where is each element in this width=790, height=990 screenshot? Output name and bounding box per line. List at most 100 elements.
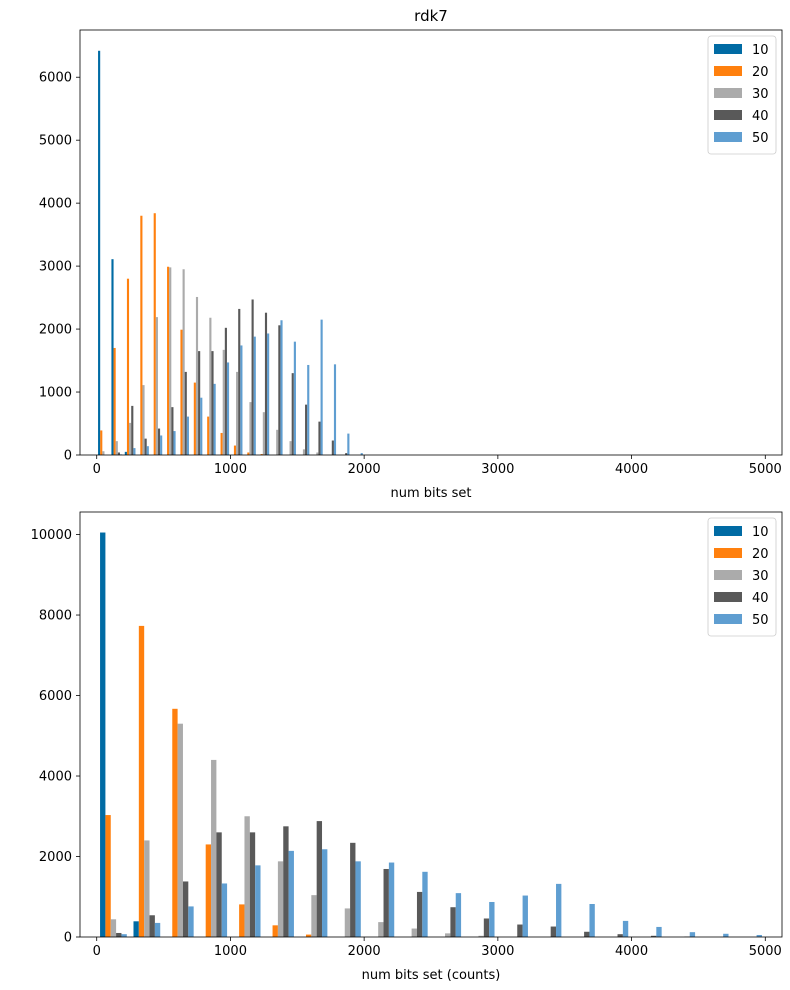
bar (411, 928, 417, 937)
bar (180, 329, 183, 455)
bar (200, 397, 203, 455)
bar (656, 926, 662, 937)
x-tick-label: 1000 (214, 462, 247, 477)
bar (144, 438, 147, 455)
bar (226, 362, 230, 455)
legend-label: 40 (752, 591, 769, 606)
bar (133, 448, 136, 455)
bar (126, 278, 130, 455)
bar (98, 50, 101, 456)
legend-label: 30 (752, 87, 769, 102)
bar (272, 925, 278, 937)
bar (249, 832, 256, 937)
bar (244, 816, 250, 937)
bar (316, 821, 323, 937)
bars (98, 50, 363, 456)
legend-swatch (714, 66, 742, 76)
bar (224, 327, 227, 455)
x-tick-label: 2000 (348, 944, 381, 959)
bar (277, 861, 284, 937)
bar (171, 407, 174, 455)
x-tick-label: 0 (93, 462, 101, 477)
bar (333, 364, 337, 455)
bar (255, 865, 261, 937)
bar (455, 893, 462, 937)
legend-swatch (714, 88, 742, 98)
bar (322, 849, 328, 937)
bar (239, 904, 245, 937)
bar (116, 932, 122, 937)
bar (167, 266, 170, 455)
bar (221, 883, 228, 937)
bar (129, 422, 132, 455)
bar (262, 412, 265, 455)
bar (489, 901, 495, 937)
bar (213, 383, 216, 455)
y-tick-label: 8000 (39, 609, 72, 624)
bar (236, 371, 239, 455)
x-tick-label: 2000 (348, 462, 381, 477)
bar (302, 449, 306, 455)
bar (478, 935, 484, 937)
bar (584, 931, 590, 937)
y-tick-label: 1000 (39, 386, 72, 401)
bar (117, 452, 120, 455)
bar (622, 920, 629, 937)
bar (216, 832, 222, 937)
bar (138, 625, 145, 937)
y-tick-label: 4000 (39, 770, 72, 785)
bar (144, 840, 150, 937)
y-tick-label: 10000 (31, 528, 72, 543)
bar (522, 895, 528, 937)
legend-swatch (714, 526, 742, 536)
bar (723, 933, 729, 937)
bar (154, 922, 161, 937)
axes-frame (79, 511, 783, 938)
x-tick-label: 4000 (615, 462, 648, 477)
bar (121, 934, 127, 937)
bar (193, 382, 196, 455)
legend-swatch (714, 110, 742, 120)
y-tick-label: 0 (64, 449, 72, 464)
bar (233, 445, 237, 455)
x-tick-label: 5000 (749, 944, 782, 959)
bar (445, 933, 451, 937)
bars (100, 532, 762, 937)
bar (320, 319, 323, 455)
bar (211, 351, 214, 455)
bar (124, 451, 127, 455)
bar (247, 452, 250, 455)
bar (222, 349, 225, 455)
bar (331, 440, 334, 455)
chart-title: rdk7 (414, 7, 448, 25)
bar (307, 364, 310, 455)
bar (267, 333, 270, 455)
legend-label: 50 (752, 613, 769, 628)
bar (253, 336, 256, 455)
bar (133, 921, 139, 937)
legend-swatch (714, 548, 742, 558)
bar (305, 934, 312, 937)
bar (318, 421, 321, 455)
bar (422, 871, 428, 937)
bar (288, 850, 294, 937)
bar (756, 934, 762, 937)
legend: 10 20 30 40 50 (707, 517, 777, 637)
legend-swatch (714, 614, 742, 624)
legend-label: 20 (752, 547, 769, 562)
bar (316, 452, 319, 455)
bar (182, 269, 185, 455)
bar (355, 861, 361, 937)
bar (251, 299, 254, 455)
chart-top: 0 1000 2000 3000 4000 5000 0 1000 2000 3000 4000 50… (39, 7, 783, 501)
bar (264, 312, 268, 455)
bar (388, 862, 395, 937)
bar (450, 907, 456, 937)
bar (378, 922, 384, 937)
legend-swatch (714, 132, 742, 142)
y-tick-label: 6000 (39, 689, 72, 704)
bar (360, 453, 363, 455)
bar (220, 432, 223, 455)
